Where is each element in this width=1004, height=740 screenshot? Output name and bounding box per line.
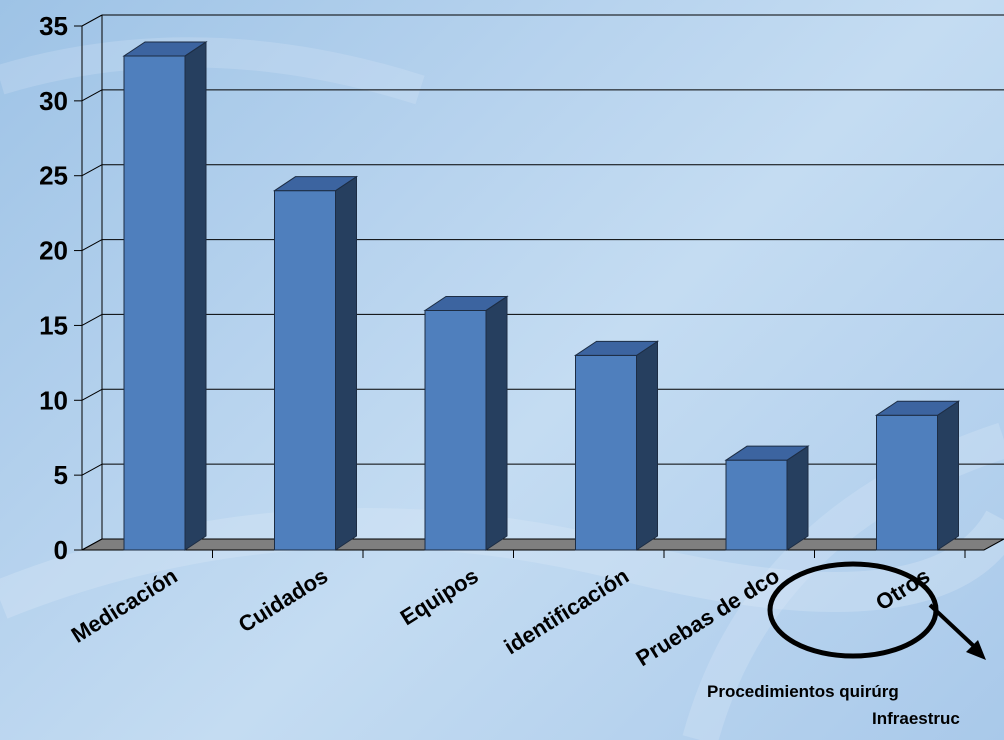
gridline-depth — [81, 14, 103, 27]
floor-plane — [81, 538, 1004, 551]
y-tick-label: 25 — [39, 161, 68, 191]
bar-top — [874, 400, 961, 416]
bar-side — [937, 400, 959, 551]
bar-front — [123, 55, 186, 551]
bar-top — [724, 445, 810, 461]
bar-front — [876, 414, 938, 551]
bar-front — [274, 190, 336, 551]
y-tick-label: 20 — [39, 236, 68, 266]
bar-side — [485, 295, 508, 551]
x-tick-label: Equipos — [396, 563, 483, 630]
annotations: Procedimientos quirúrg Infraestruc — [707, 561, 986, 728]
bar-front — [725, 459, 788, 551]
gridline-depth — [81, 89, 103, 102]
bar-side — [184, 41, 207, 551]
y-tick-label: 5 — [54, 460, 68, 490]
bar-top — [272, 176, 359, 192]
annotation-arrowhead — [966, 640, 986, 660]
y-tick-label: 15 — [39, 310, 68, 340]
gridline-depth — [81, 239, 103, 252]
y-tick-label: 0 — [54, 535, 68, 565]
bar-top — [423, 295, 509, 311]
gridline-depth — [81, 388, 103, 401]
x-tick-label: Cuidados — [234, 563, 332, 637]
gridline-depth — [81, 313, 103, 326]
bar-side — [335, 175, 357, 551]
annotation-note-line-2: Infraestruc — [872, 709, 960, 728]
y-tick-label: 35 — [39, 11, 68, 41]
gridline-depth — [81, 164, 103, 177]
bar-side — [786, 445, 809, 551]
bar-front — [575, 354, 637, 551]
gridline-depth — [81, 463, 103, 476]
y-tick-labels: 0 5 10 15 20 25 30 35 — [39, 11, 82, 565]
grid-lines — [81, 14, 1004, 551]
annotation-arrow-line — [928, 603, 980, 652]
bar-top — [122, 41, 208, 57]
bar-top — [573, 340, 660, 356]
bar-side — [636, 340, 658, 551]
bars-group — [122, 41, 961, 551]
bar-front — [424, 309, 487, 551]
annotation-note-line-1: Procedimientos quirúrg — [707, 682, 899, 701]
y-tick-label: 10 — [39, 385, 68, 415]
axes — [81, 15, 1004, 551]
x-tick-label: identificación — [500, 563, 633, 659]
y-tick-label: 30 — [39, 86, 68, 116]
